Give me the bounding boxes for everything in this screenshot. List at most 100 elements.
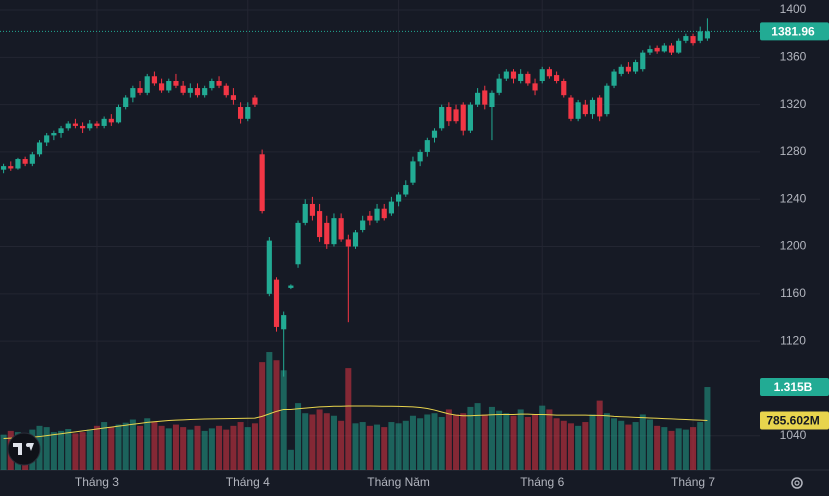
candle-body <box>525 73 531 84</box>
volume-bar <box>474 403 481 470</box>
candle-body <box>259 154 265 212</box>
candle-body <box>317 211 323 238</box>
volume-bar <box>409 415 416 470</box>
x-tick-label: Tháng 6 <box>520 475 564 489</box>
volume-bar <box>187 429 194 470</box>
candle-body <box>352 232 359 247</box>
volume-bar <box>165 428 172 470</box>
volume-bar <box>388 422 395 470</box>
volume-bar <box>237 422 244 470</box>
volume-bar <box>216 425 223 470</box>
candle-body <box>633 62 639 72</box>
y-tick-label: 1200 <box>780 239 807 253</box>
volume-bar <box>589 414 596 470</box>
volume-bar <box>295 403 302 470</box>
volume-bar <box>654 425 661 470</box>
candle-body <box>381 208 387 219</box>
candle-body <box>166 80 172 91</box>
candle-body <box>202 88 208 96</box>
volume-bar <box>330 415 337 470</box>
candle-body <box>8 166 14 169</box>
logo[interactable] <box>7 432 41 466</box>
candle-body <box>295 222 301 265</box>
volume-bar <box>381 427 388 470</box>
volume-bar <box>201 430 208 470</box>
volume-layer <box>0 352 711 470</box>
candle-body <box>618 66 624 74</box>
volume-bar <box>560 420 567 470</box>
candle-body <box>151 76 157 84</box>
volume-bar <box>503 413 510 470</box>
volume-bar <box>496 410 503 470</box>
volume-bar <box>345 368 352 470</box>
volume-bar <box>172 424 179 470</box>
y-tick-label: 1120 <box>780 333 806 347</box>
volume-bar <box>603 413 610 470</box>
candle-body <box>230 95 236 100</box>
candle-body <box>683 36 689 41</box>
candle-body <box>604 85 610 115</box>
candle-body <box>467 104 473 131</box>
volume-bar <box>122 422 129 470</box>
volume-bar <box>611 418 618 470</box>
volume-bar <box>101 422 108 470</box>
candle-body <box>668 45 675 53</box>
candle-body <box>194 88 201 96</box>
settings-icon[interactable] <box>791 477 803 489</box>
candle-body <box>144 76 150 93</box>
volume-bar <box>524 417 531 470</box>
volume-bar <box>632 422 639 470</box>
volume-bar <box>72 433 79 470</box>
volume-bar <box>697 422 704 470</box>
volume-bar <box>316 409 323 470</box>
candle-body <box>403 185 409 195</box>
volume-bar <box>402 420 409 470</box>
volume-bar <box>539 405 546 470</box>
volume-bar <box>352 423 359 470</box>
candle-body <box>374 208 380 221</box>
volume-bar <box>280 370 287 470</box>
volume-bar <box>79 432 86 470</box>
candle-body <box>51 133 57 136</box>
candle-body <box>173 80 179 86</box>
volume-bar <box>488 406 495 470</box>
candle-body <box>704 31 710 39</box>
volume-bar <box>151 422 158 470</box>
candle-body <box>44 135 50 143</box>
candle-body <box>546 69 552 77</box>
volume-bar <box>481 414 488 470</box>
candle-body <box>532 83 538 91</box>
y-tick-label: 1240 <box>780 191 807 205</box>
candle-body <box>101 118 107 126</box>
candle-body <box>58 128 64 134</box>
candle-body <box>410 161 416 183</box>
y-tick-label: 1280 <box>780 144 807 158</box>
volume-bar <box>661 427 668 470</box>
volume-bar <box>266 352 273 470</box>
volume-bar <box>582 422 589 470</box>
volume-bar <box>251 423 258 470</box>
candle-body <box>273 279 280 327</box>
candle-body <box>661 45 667 52</box>
volume-bar <box>287 449 294 470</box>
candle-body <box>345 239 351 247</box>
volume-bar <box>417 418 424 470</box>
volume-bar <box>208 428 215 470</box>
candle-body <box>309 203 315 216</box>
axis-labels: 1040 1120 1160 1200 1240 1280 1320 1360 1400 Thán… <box>75 2 829 489</box>
candle-body <box>482 90 488 105</box>
candle-body <box>453 109 459 122</box>
candle-body <box>554 75 560 81</box>
volume-bar <box>230 425 237 470</box>
volume-bar <box>323 413 330 470</box>
candle-body <box>697 31 703 41</box>
candle-body <box>245 107 251 119</box>
volume-bar <box>144 418 151 470</box>
candle-body <box>503 71 509 79</box>
x-tick-label: Tháng 4 <box>226 475 270 489</box>
candle-body <box>510 71 517 79</box>
candle-body <box>575 102 581 119</box>
volume-ma-label-box <box>760 411 829 430</box>
volume-bar <box>639 414 646 470</box>
